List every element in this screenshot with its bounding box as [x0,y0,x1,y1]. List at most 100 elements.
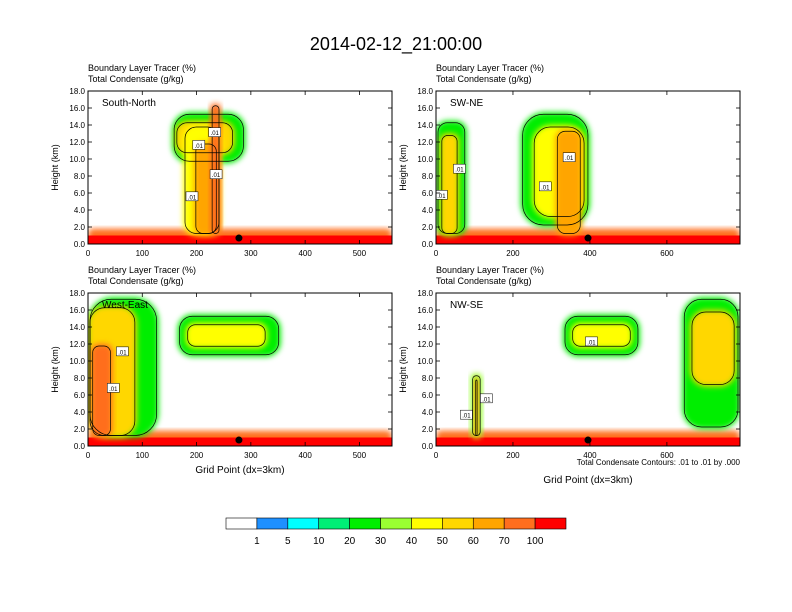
y-tick-label: 18.0 [69,289,85,298]
x-tick-label: 0 [86,249,91,258]
colorbar-label: 30 [375,536,387,547]
field-shading: .01 .01 .01 .01 [436,112,740,244]
field-region [689,310,737,387]
colorbar-swatch [503,517,536,530]
y-tick-label: 14.0 [69,323,85,332]
x-tick-label: 200 [506,249,520,258]
panel-name: SW-NE [450,98,483,109]
x-tick-label: 100 [136,249,150,258]
svg-text:.01: .01 [565,156,574,162]
condensate-contour [691,311,735,385]
field-shading: .01 .01 [88,297,392,446]
contour-label: .01 [562,152,576,162]
x-tick-label: 600 [660,451,674,460]
contour-label: .01 [208,127,221,137]
plot-frame [435,90,741,245]
contour-label: .01 [107,383,120,393]
y-tick-label: 14.0 [69,121,85,130]
y-tick-label: 16.0 [69,306,85,315]
x-tick-label: 600 [660,249,674,258]
colorbar-label: 70 [499,536,511,547]
colorbar-swatch [442,517,474,530]
colorbar: 1 5 10 20 30 40 50 60 70 100 [225,517,567,547]
x-tick-label: 400 [583,249,597,258]
field-region [439,133,460,236]
colorbar-label: 20 [344,536,356,547]
field-region [90,344,113,438]
y-tick-label: 18.0 [417,87,433,96]
y-tick-label: 6.0 [422,189,434,198]
y-axis-label: Height (km) [50,346,60,393]
y-tick-label: 10.0 [69,155,85,164]
contour-note: Total Condensate Contours: .01 to .01 by… [577,458,741,467]
svg-text:.01: .01 [195,144,204,150]
y-tick-label: 14.0 [417,323,433,332]
contour-label: .01 [453,163,466,174]
colorbar-swatch [225,517,258,530]
svg-text:.01: .01 [211,131,220,137]
y-tick-label: 16.0 [69,104,85,113]
x-tick-label: 400 [298,451,312,460]
x-tick-label: 500 [353,249,367,258]
panel-nw-se: Boundary Layer Tracer (%)Total Condensat… [398,265,741,486]
panel-sw-ne: Boundary Layer Tracer (%)Total Condensat… [398,63,741,258]
contour-label: .01 [116,346,129,356]
colorbar-label: 50 [437,536,449,547]
svg-text:.01: .01 [109,387,118,393]
y-tick-label: 14.0 [417,121,433,130]
x-tick-label: 200 [190,451,204,460]
panel-west-east: Boundary Layer Tracer (%)Total Condensat… [50,265,393,476]
colorbar-label: 100 [527,536,544,547]
colorbar-swatch [349,517,381,530]
condensate-contour [195,143,217,234]
x-tick-label: 300 [244,451,258,460]
panel-variable-line-1: Boundary Layer Tracer (%) [436,63,544,73]
panel-name: South-North [102,98,156,109]
field-region [570,322,633,349]
field-region [555,129,583,236]
x-tick-label: 0 [434,249,439,258]
svg-text:.01: .01 [188,195,197,201]
colorbar-swatch [472,517,505,530]
colorbar-swatch [411,517,443,530]
condensate-contour [475,379,478,436]
y-tick-label: 12.0 [69,340,85,349]
y-tick-label: 10.0 [69,357,85,366]
contour-label: .01 [436,190,448,200]
x-tick-label: 100 [136,451,150,460]
contour-label: .01 [209,169,223,179]
svg-text:.01: .01 [118,350,127,356]
x-tick-label: 200 [190,249,204,258]
condensate-contour [441,135,458,234]
y-tick-label: 18.0 [69,87,85,96]
x-tick-label: 500 [353,451,367,460]
y-tick-label: 6.0 [422,391,434,400]
svg-text:.01: .01 [455,168,464,174]
panel-variable-line-2: Total Condensate (g/kg) [436,74,532,84]
contour-label: .01 [539,181,552,191]
y-tick-label: 8.0 [422,374,434,383]
panel-variable-line-1: Boundary Layer Tracer (%) [88,63,196,73]
field-shading: .01 .01 .01 [436,297,740,446]
contour-label: .01 [480,393,493,403]
panel-south-north: Boundary Layer Tracer (%)Total Condensat… [50,63,393,258]
panel-variable-line-2: Total Condensate (g/kg) [88,276,184,286]
location-marker [584,234,592,242]
svg-text:.01: .01 [437,194,446,200]
y-axis-label: Height (km) [398,144,408,191]
y-tick-label: 2.0 [422,223,434,232]
y-axis-label: Height (km) [50,144,60,191]
panel-variable-line-1: Boundary Layer Tracer (%) [88,265,196,275]
panel-name: West-East [102,300,148,311]
y-tick-label: 4.0 [422,408,434,417]
svg-text:.01: .01 [482,397,491,403]
x-axis-label: Grid Point (dx=3km) [195,465,284,476]
contour-label: .01 [585,336,598,346]
svg-text:.01: .01 [212,173,221,179]
colorbar-label: 1 [254,536,260,547]
location-marker [235,436,243,444]
y-tick-label: 8.0 [74,374,86,383]
condensate-contour [179,315,280,356]
y-tick-label: 4.0 [422,206,434,215]
